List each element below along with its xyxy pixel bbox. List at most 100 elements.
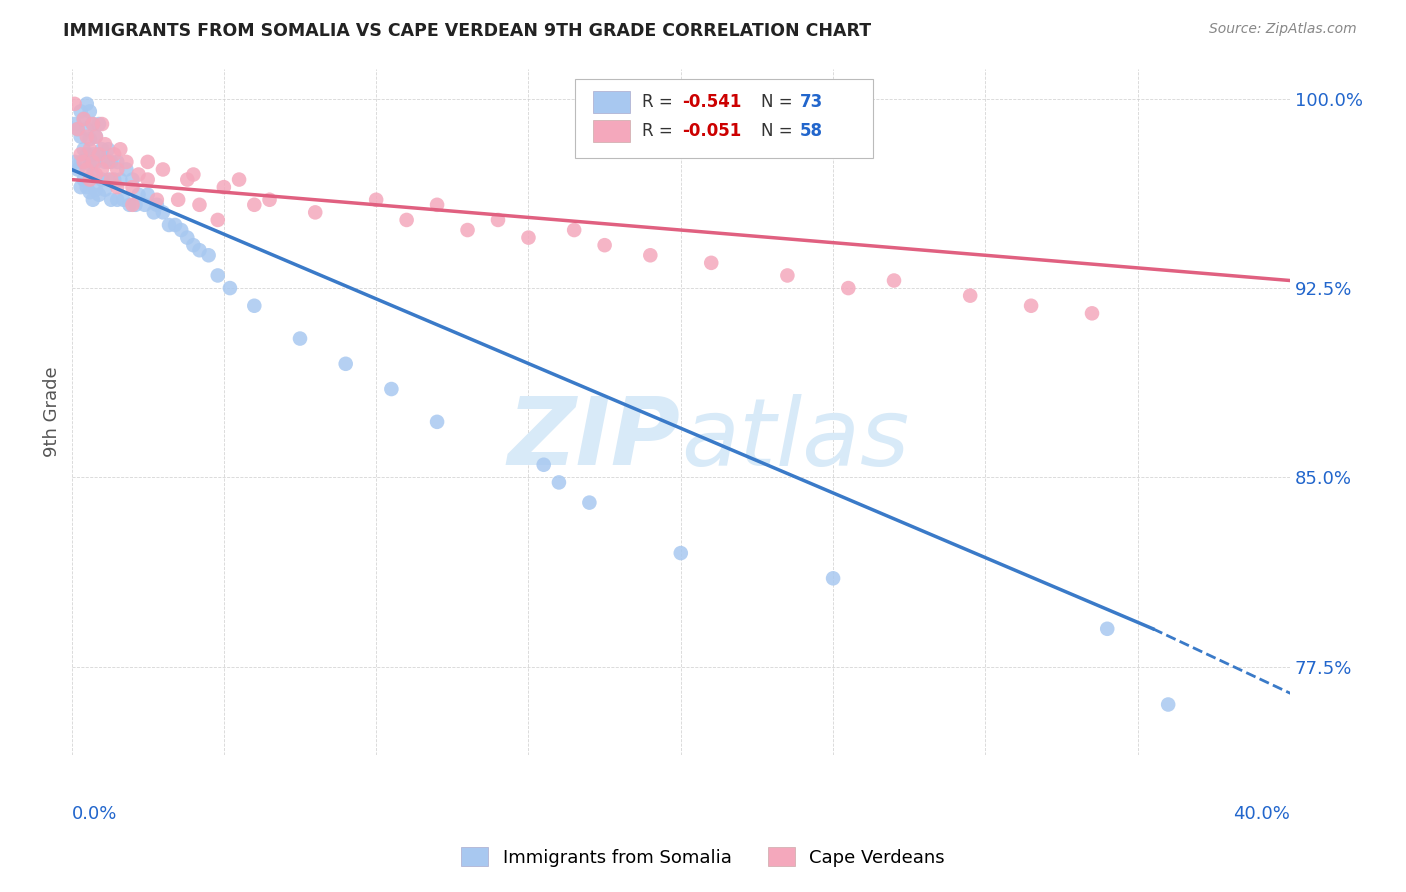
Point [94,155,117,169]
Point [76,122,98,136]
Text: IMMIGRANTS FROM SOMALIA VS CAPE VERDEAN 9TH GRADE CORRELATION CHART: IMMIGRANTS FROM SOMALIA VS CAPE VERDEAN … [63,22,872,40]
Point [79,104,101,119]
Point [146,198,169,212]
Point [426,415,449,429]
Point [157,218,180,232]
Point [380,382,402,396]
Point [82,155,104,169]
Point [121,180,143,194]
Point [97,172,120,186]
Point [183,238,205,252]
Point [128,187,150,202]
Point [1019,299,1042,313]
Point [69,129,91,144]
Point [79,142,101,156]
Point [700,256,723,270]
Point [548,475,571,490]
Point [959,288,981,302]
Point [69,155,91,169]
Point [366,193,388,207]
Point [87,187,110,202]
Point [84,168,107,182]
Point [1081,306,1104,320]
Point [142,205,165,219]
Text: 73: 73 [800,93,824,112]
Point [152,162,174,177]
Point [176,172,198,186]
Point [188,244,211,258]
Point [115,155,138,169]
Point [823,571,845,585]
Point [426,198,449,212]
Point [105,155,128,169]
Point [562,223,585,237]
Point [76,162,98,177]
Point [533,458,555,472]
Point [146,193,169,207]
Point [457,223,479,237]
Point [76,129,98,144]
Point [110,172,132,186]
Point [100,193,122,207]
Point [228,172,250,186]
Point [100,155,122,169]
Text: N =: N = [761,93,799,112]
Point [110,142,132,156]
Point [517,230,540,244]
Text: 58: 58 [800,122,823,140]
Point [335,357,357,371]
Point [259,193,281,207]
Text: R =: R = [641,122,678,140]
Point [82,147,104,161]
Point [63,96,86,111]
FancyBboxPatch shape [575,78,873,158]
Point [66,162,89,177]
Point [136,187,159,202]
Point [136,155,159,169]
Point [69,180,91,194]
Point [124,198,146,212]
Point [207,268,229,283]
Point [1157,698,1180,712]
Text: -0.541: -0.541 [682,93,741,112]
Point [63,155,86,169]
Point [105,162,128,177]
Text: atlas: atlas [681,393,910,484]
Bar [593,91,630,113]
Point [91,142,114,156]
Point [76,180,98,194]
Point [97,155,120,169]
Point [115,162,138,177]
Point [84,155,107,169]
Point [837,281,859,295]
Point [66,122,89,136]
Point [79,172,101,186]
Point [183,168,205,182]
Text: Source: ZipAtlas.com: Source: ZipAtlas.com [1209,22,1357,37]
Point [79,157,101,171]
Text: N =: N = [761,122,799,140]
Text: R =: R = [641,93,678,112]
Point [165,218,187,232]
Point [69,147,91,161]
Point [105,193,128,207]
Point [136,172,159,186]
Point [170,223,193,237]
Point [97,142,120,156]
Point [167,193,190,207]
Point [82,117,104,131]
Point [94,137,117,152]
Point [73,112,96,126]
Point [669,546,692,560]
Text: ZIP: ZIP [508,393,681,485]
Point [105,180,128,194]
Point [121,198,143,212]
Point [197,248,219,262]
Point [69,104,91,119]
Text: 40.0%: 40.0% [1233,805,1291,823]
Point [219,281,242,295]
Point [883,273,905,287]
Point [103,172,125,186]
Point [91,172,114,186]
Point [578,495,600,509]
